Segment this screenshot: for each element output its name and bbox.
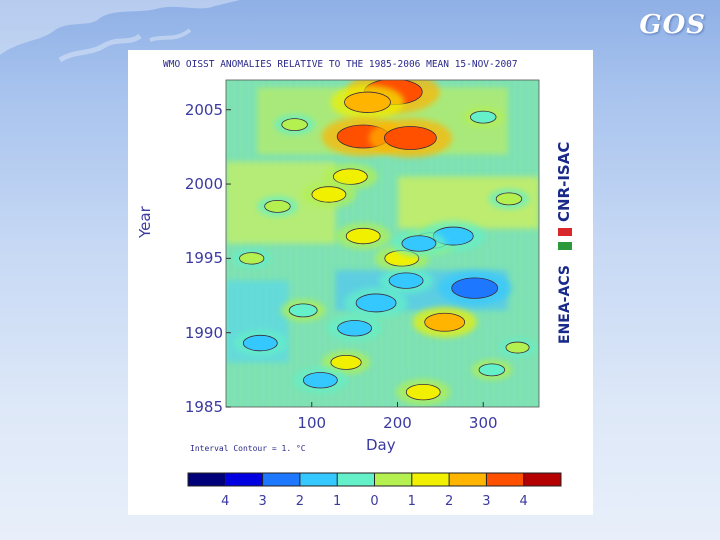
anomaly-blob: [470, 110, 497, 124]
y-tick-label: 1995: [184, 249, 223, 268]
x-tick-label: 100: [297, 414, 327, 432]
colorbar-segment: [337, 473, 375, 486]
y-tick-label: 2005: [184, 100, 223, 119]
y-tick-label: 1985: [184, 398, 223, 416]
anomaly-blob: [424, 312, 466, 332]
colorbar-tick-label: 4: [221, 494, 230, 509]
anomaly-blob: [337, 320, 373, 337]
y-tick-label: 1990: [184, 323, 223, 342]
chart-title: WMO OISST ANOMALIES RELATIVE TO THE 1985…: [163, 59, 518, 70]
plot-frame: [225, 79, 540, 408]
anomaly-blob: [355, 293, 397, 313]
anomaly-blob: [264, 199, 291, 213]
colorbar-tick-label: 2: [295, 494, 305, 509]
x-tick-label: 200: [383, 414, 412, 432]
anomaly-blob: [345, 227, 381, 245]
colorbar-tick-label: 1: [407, 494, 416, 509]
anomaly-blob: [388, 272, 424, 289]
enea-cnr-logo: CNR-ISAC ENEA-ACS: [555, 128, 575, 346]
anomaly-blob: [451, 277, 499, 299]
anomaly-blob: [401, 235, 437, 252]
chart-panel: WMO OISST ANOMALIES RELATIVE TO THE 1985…: [128, 50, 593, 515]
anomaly-blob: [344, 91, 391, 113]
colorbar-segment: [188, 473, 226, 486]
svg-text:ENEA-ACS: ENEA-ACS: [557, 265, 573, 344]
anomaly-blob: [478, 363, 506, 377]
interval-contour-note: Interval Contour = 1. °C: [190, 444, 306, 453]
x-tick-label: 300: [468, 414, 498, 432]
colorbar-tick-label: 4: [519, 494, 528, 509]
anomaly-blob: [311, 186, 347, 203]
anomaly-blob: [288, 303, 318, 318]
anomaly-blob: [302, 372, 338, 389]
colorbar-segment: [374, 473, 413, 486]
colorbar-tick-label: 1: [333, 494, 342, 509]
colorbar-tick-label: 3: [482, 494, 491, 509]
anomaly-blob: [405, 383, 441, 401]
anomaly-blob: [242, 334, 278, 352]
anomaly-blob: [239, 252, 265, 265]
colorbar-segment: [225, 473, 264, 486]
colorbar-segment: [523, 473, 562, 486]
colorbar-tick-label: 3: [258, 494, 267, 509]
x-axis-label: Day: [366, 436, 396, 454]
colorbar-tick-label: 2: [444, 494, 454, 509]
colorbar-tick-label: 0: [370, 494, 379, 509]
colorbar-segment: [299, 473, 338, 486]
colorbar-segment: [449, 473, 487, 486]
heatmap-plot: [187, 79, 562, 487]
anomaly-blob: [330, 355, 362, 370]
anomaly-blob: [332, 168, 368, 185]
y-tick-label: 2000: [184, 175, 223, 194]
y-axis-label: Year: [136, 206, 154, 238]
europe-map-decoration: [0, 0, 240, 63]
colorbar-segment: [486, 473, 525, 486]
anomaly-blob: [383, 126, 437, 150]
gos-brand-logo: GOS: [639, 10, 706, 40]
anomaly-blob: [495, 192, 523, 206]
colorbar-segment: [411, 473, 450, 486]
anomaly-blob: [281, 118, 308, 131]
svg-text:CNR-ISAC: CNR-ISAC: [555, 142, 573, 222]
anomaly-blob: [505, 341, 530, 354]
colorbar-segment: [262, 473, 301, 486]
